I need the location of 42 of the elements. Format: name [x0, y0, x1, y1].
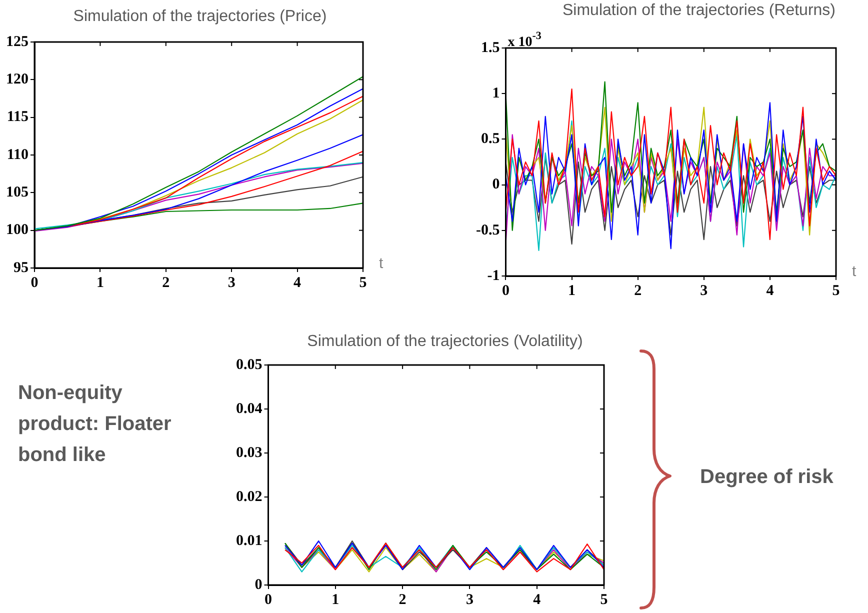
y-tick-label: 0.05	[236, 356, 262, 373]
y-tick-label: 105	[6, 184, 28, 201]
y-tick-label: 110	[6, 146, 28, 163]
x-tick-label: 2	[162, 274, 170, 291]
y-tick-label: 1	[492, 85, 500, 102]
y-tick-label: 0.5	[480, 131, 500, 148]
y-tick-label: 0.04	[236, 400, 263, 417]
x-tick-label: 1	[332, 592, 340, 608]
y-tick-label: 1.5	[480, 40, 500, 56]
x-tick-label: 3	[228, 274, 236, 291]
x-tick-label: 1	[96, 274, 104, 291]
x-tick-label: 5	[600, 592, 608, 608]
x-tick-label: 1	[568, 282, 576, 299]
x-tick-label: 0	[30, 274, 38, 291]
y-tick-label: 125	[6, 34, 28, 50]
x-axis-title: t	[852, 263, 857, 280]
x-tick-label: 2	[634, 282, 642, 299]
y-tick-label: -1	[487, 268, 500, 284]
chart-title: Simulation of the trajectories (Price)	[72, 8, 328, 26]
y-tick-label: 0.02	[236, 488, 262, 505]
text: Non-equity product: Floater bond like	[18, 381, 172, 468]
y-tick-label: 100	[6, 222, 28, 238]
y-tick-label: 120	[6, 72, 28, 88]
x-tick-label: 2	[398, 592, 406, 608]
x-axis-title: t	[379, 255, 384, 272]
y-tick-label: 115	[6, 109, 28, 126]
y-tick-label: 0	[254, 576, 262, 593]
y-tick-label: 0.01	[236, 532, 262, 549]
chart-title: Simulation of the trajectories (Returns)	[562, 2, 836, 20]
x-tick-label: 5	[359, 274, 367, 291]
y-tick-label: 0.03	[236, 444, 262, 461]
x-tick-label: 3	[466, 592, 474, 608]
chart-title: Simulation of the trajectories (Volatility)	[306, 333, 584, 351]
x-tick-label: 4	[294, 274, 302, 291]
x-tick-label: 5	[832, 282, 840, 299]
x-tick-label: 3	[700, 282, 708, 299]
text: Degree of risk	[700, 465, 834, 490]
y-tick-label: 95	[14, 260, 28, 276]
y-tick-label: -0.5	[476, 222, 500, 238]
x-tick-label: 4	[766, 282, 774, 299]
y-tick-label: 0	[492, 176, 500, 193]
x-tick-label: 4	[533, 592, 542, 608]
